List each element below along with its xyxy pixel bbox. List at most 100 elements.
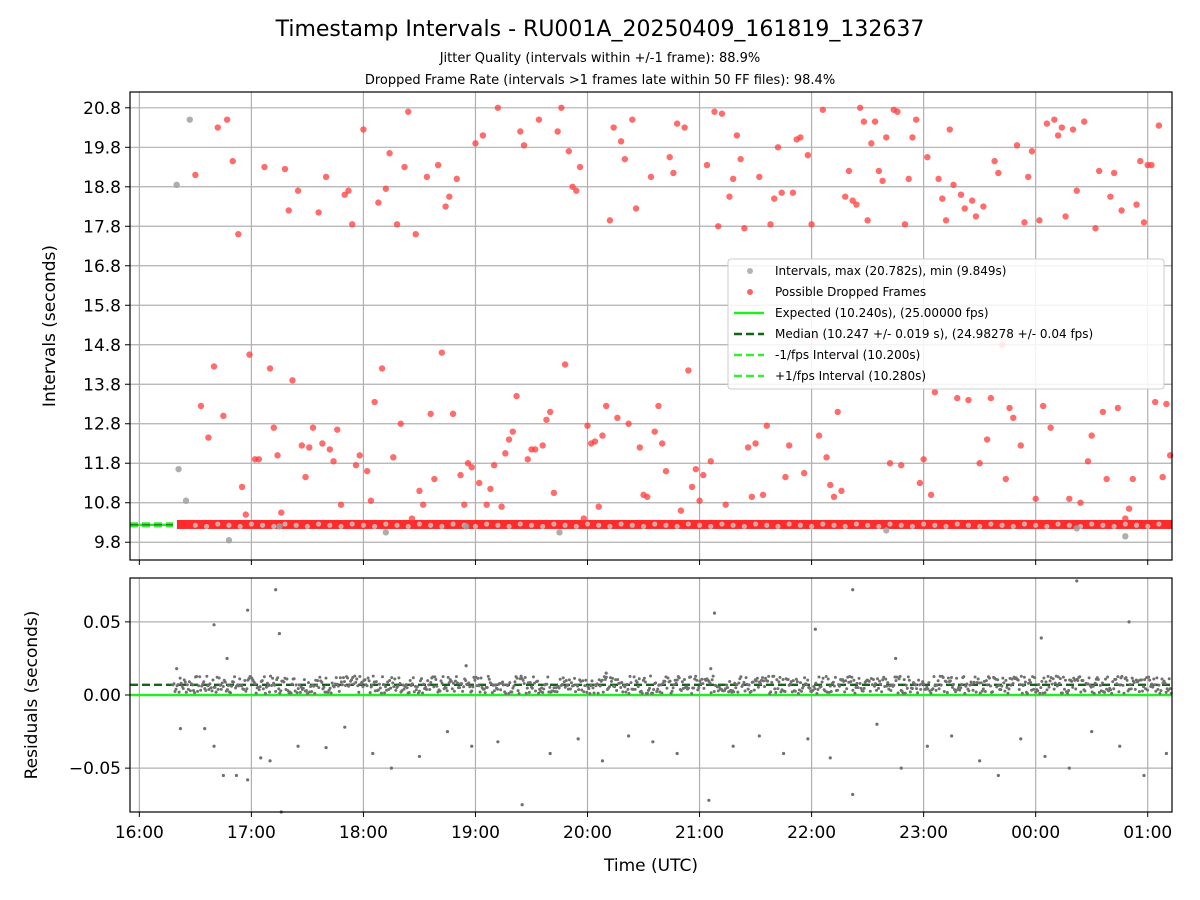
dropped-frame-point	[390, 454, 397, 461]
dropped-frame-point	[434, 161, 442, 169]
residual-point	[330, 681, 334, 685]
dropped-frame-point	[345, 187, 352, 194]
dropped-frame-point	[1006, 404, 1013, 412]
residual-point	[428, 688, 432, 692]
dropped-frame-point	[767, 221, 774, 228]
residuals-x-ticks: 16:00 17:00 18:00 19:00 20:00 21:00 22:00 23:00…	[115, 812, 1172, 843]
dropped-frame-point	[845, 167, 853, 175]
residual-point	[407, 690, 411, 694]
dropped-frame-point	[330, 458, 337, 465]
residual-point	[1087, 676, 1091, 680]
residual-point	[902, 678, 906, 682]
residual-point	[278, 691, 282, 695]
dropped-frame-point	[946, 126, 953, 133]
residual-point	[380, 675, 384, 679]
residual-outlier-point	[234, 773, 239, 778]
residual-point	[1092, 691, 1096, 695]
chart-subtitle-jitter: Jitter Quality (intervals within +/-1 fr…	[439, 51, 761, 66]
residual-point	[607, 685, 611, 689]
residual-point	[223, 680, 227, 684]
residual-point	[984, 679, 988, 683]
residual-point	[1062, 687, 1066, 691]
dropped-frame-point	[461, 501, 468, 508]
interval-point	[383, 521, 389, 527]
residual-point	[737, 681, 741, 685]
residual-point	[896, 691, 900, 695]
residual-point	[1122, 691, 1126, 695]
residual-point	[917, 678, 921, 682]
residual-point	[689, 675, 693, 679]
residual-point	[1018, 683, 1022, 687]
residual-point	[603, 678, 607, 682]
residual-outlier-point	[1164, 751, 1168, 756]
residual-point	[1032, 687, 1036, 691]
residual-point	[663, 679, 667, 683]
residual-point	[939, 683, 943, 687]
residual-point	[728, 679, 732, 683]
residual-point	[296, 687, 300, 691]
residual-point	[794, 677, 798, 681]
legend-marker-intervals	[747, 268, 753, 274]
residual-point	[228, 691, 232, 695]
residual-point	[922, 682, 926, 686]
residual-point	[200, 684, 204, 688]
residual-point	[479, 676, 483, 680]
residual-point	[1010, 677, 1014, 681]
residual-point	[214, 690, 218, 694]
residual-point	[1061, 675, 1065, 679]
intervals-y-tick-label: 18.8	[83, 178, 121, 198]
residual-point	[802, 684, 806, 688]
residual-point	[906, 675, 910, 679]
residual-point	[661, 682, 665, 686]
residual-point	[343, 683, 347, 687]
residual-point	[1159, 689, 1163, 693]
residual-point	[973, 675, 977, 679]
residual-point	[876, 677, 880, 681]
dropped-frame-point	[965, 396, 972, 404]
dropped-frame-point	[472, 140, 479, 147]
dropped-frame-point	[894, 108, 901, 115]
dropped-frame-point	[1069, 126, 1077, 133]
residual-point	[889, 689, 893, 693]
interval-point	[618, 521, 624, 527]
intervals-y-tick-label: 19.8	[83, 138, 121, 158]
residual-point	[208, 682, 212, 686]
dropped-frame-point	[584, 422, 591, 429]
residual-outlier-point	[225, 656, 229, 661]
residual-point	[983, 689, 987, 693]
residual-point	[991, 690, 995, 694]
residual-point	[1116, 675, 1120, 679]
interval-point	[394, 522, 400, 528]
residual-point	[262, 675, 266, 679]
residual-point	[511, 686, 515, 690]
residual-point	[945, 690, 949, 694]
interval-point	[607, 523, 613, 530]
residual-point	[329, 691, 333, 695]
residual-outlier-point	[925, 744, 929, 748]
interval-point	[540, 523, 546, 530]
residual-point	[979, 681, 983, 685]
dropped-frame-point	[550, 489, 558, 497]
dropped-frame-point	[763, 422, 770, 429]
residual-point	[1056, 675, 1060, 679]
residual-outlier-point	[828, 756, 832, 760]
residual-point	[929, 691, 933, 695]
residual-point	[885, 684, 889, 688]
residual-point	[391, 681, 395, 685]
residual-point	[492, 689, 496, 693]
dropped-frame-point	[980, 203, 987, 210]
residual-outlier-point	[371, 751, 375, 756]
residual-point	[820, 680, 824, 684]
residual-outlier-point	[1039, 636, 1043, 640]
dropped-frame-point	[875, 167, 883, 175]
residual-point	[948, 679, 952, 683]
residual-point	[1118, 683, 1122, 687]
residual-point	[478, 690, 482, 694]
interval-point	[248, 521, 254, 527]
residual-point	[920, 682, 924, 686]
dropped-frame-point	[192, 171, 199, 179]
dropped-frame-point	[737, 155, 744, 163]
interval-point	[596, 522, 602, 528]
residual-point	[580, 688, 584, 692]
